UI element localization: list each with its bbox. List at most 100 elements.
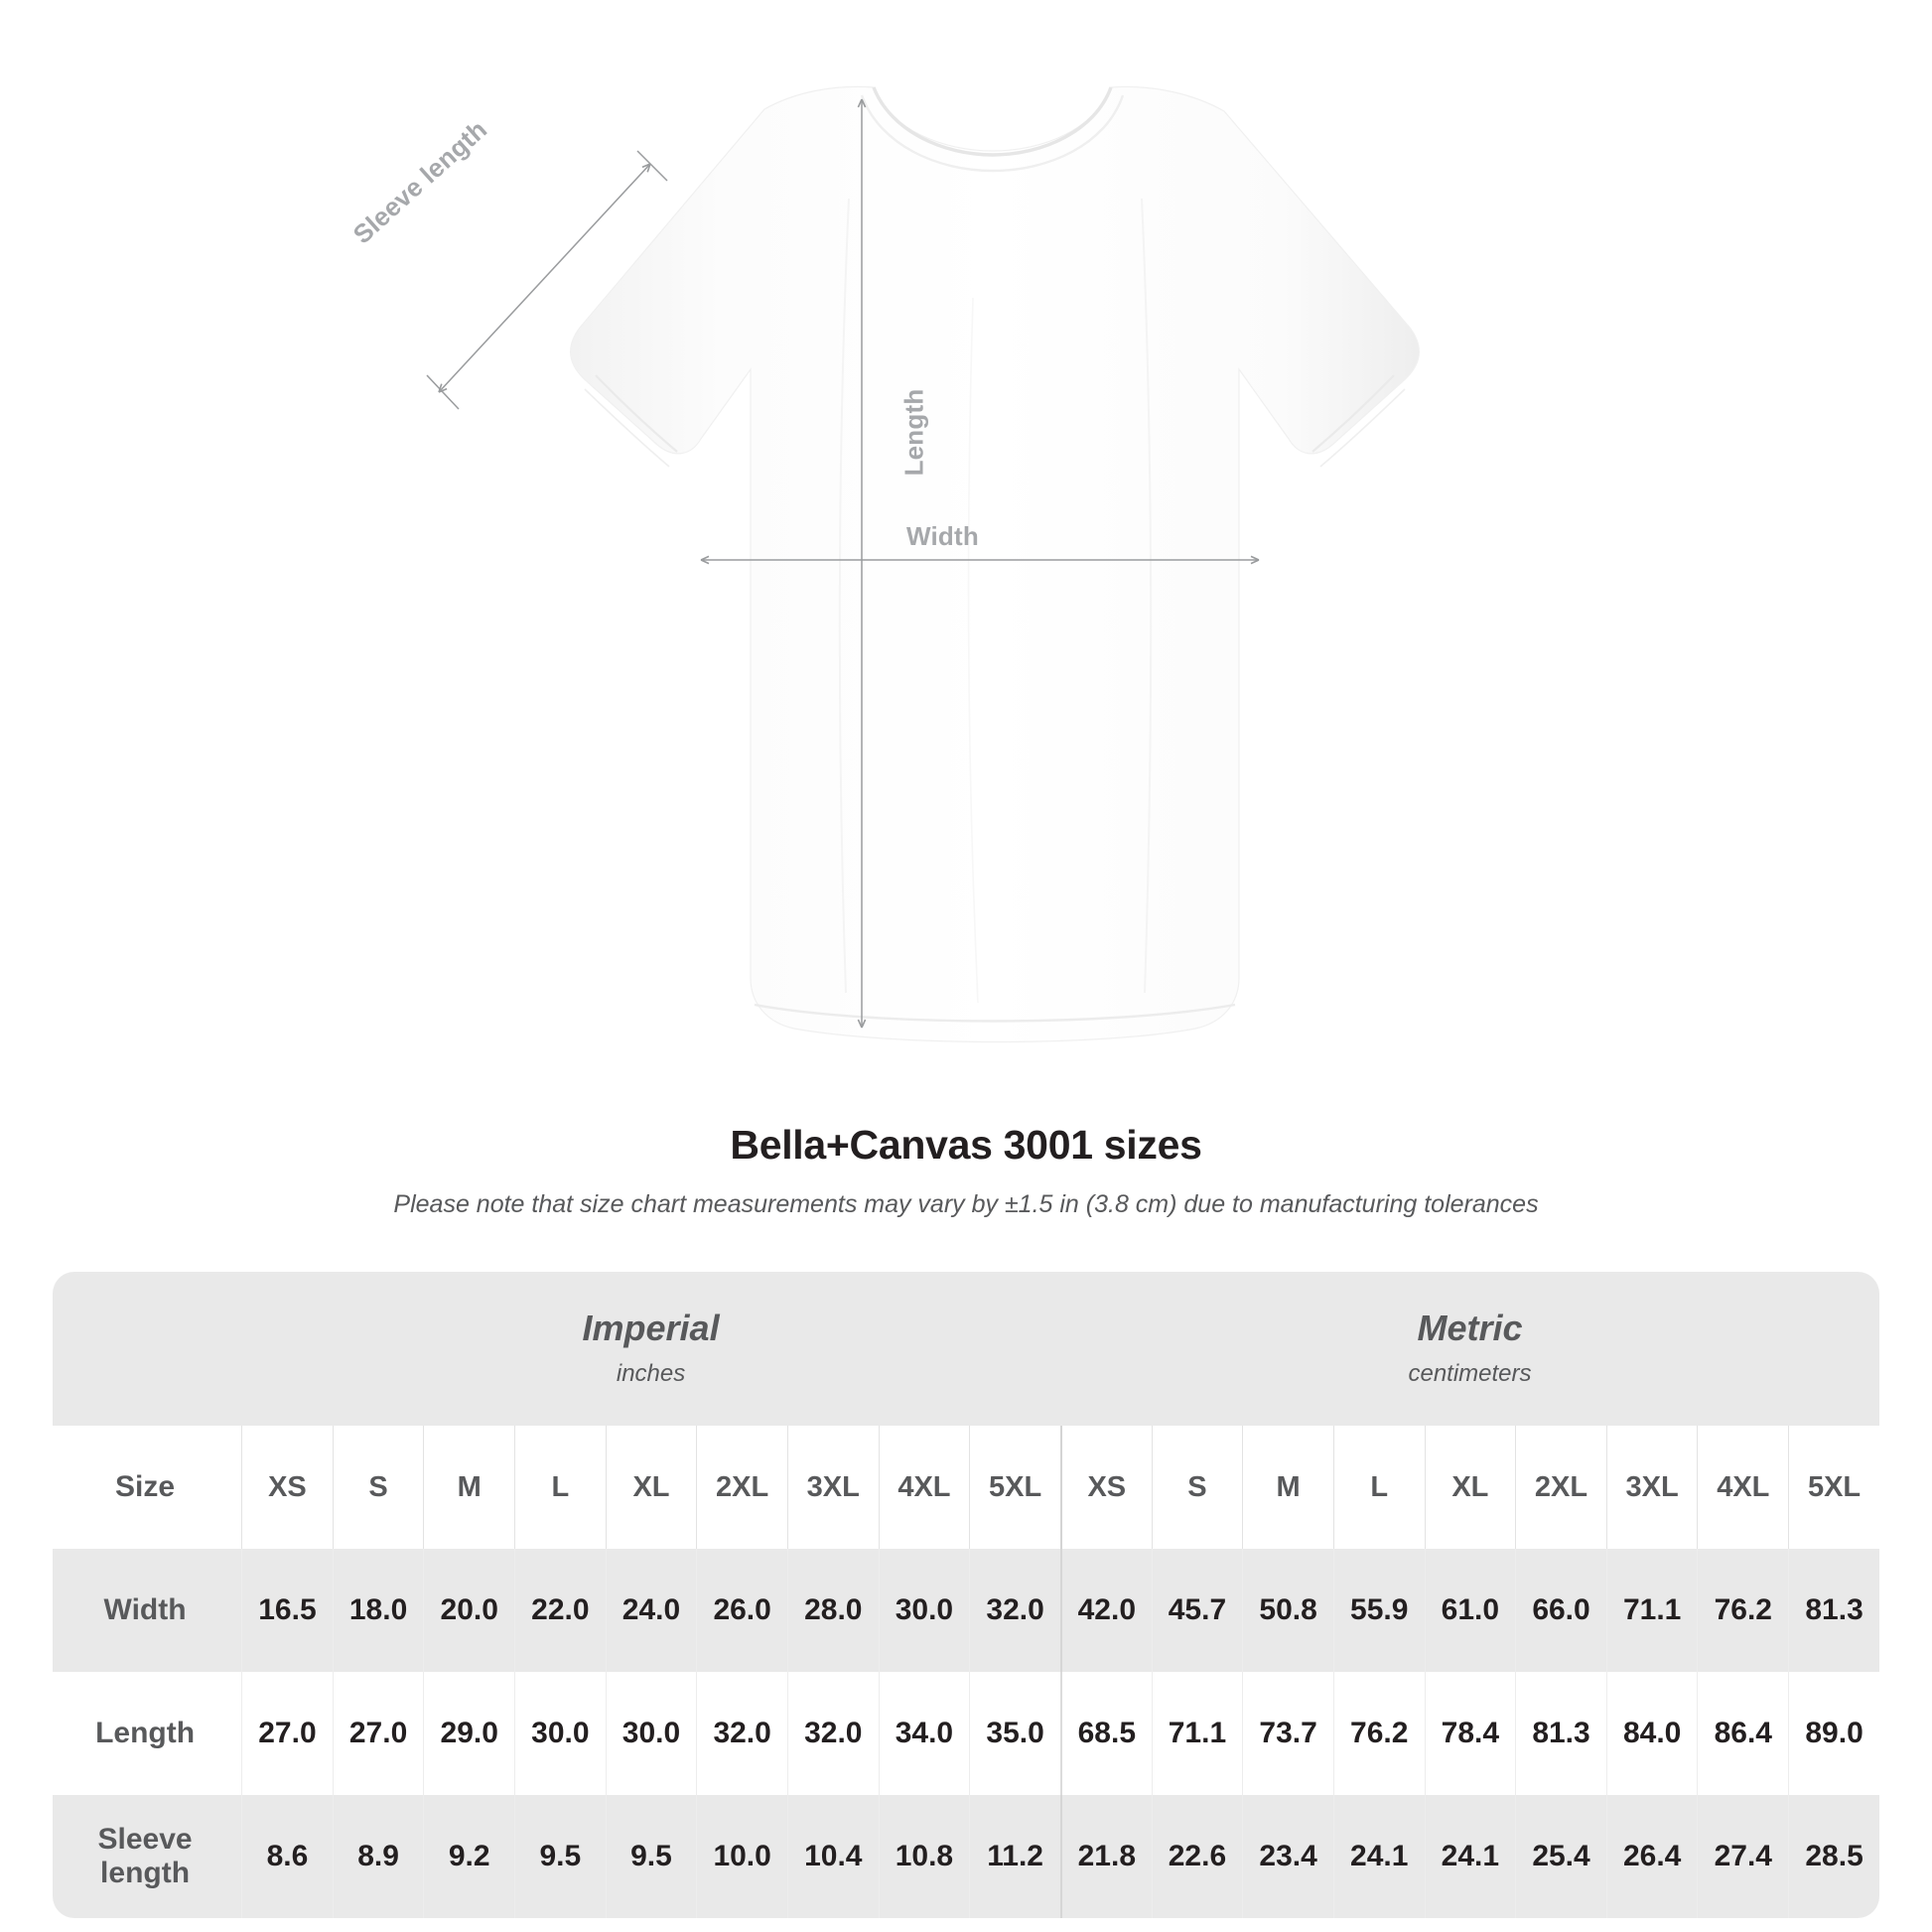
cell-length-imperial-xs: 27.0 [241, 1672, 333, 1795]
cell-width-imperial-xl: 24.0 [605, 1549, 697, 1672]
cell-length-metric-s: 71.1 [1151, 1672, 1243, 1795]
cell-sleeve-metric-5xl: 28.5 [1788, 1795, 1879, 1918]
size-header-imperial-4xl: 4XL [878, 1426, 970, 1549]
cell-sleeve-imperial-3xl: 10.4 [786, 1795, 879, 1918]
cell-width-imperial-l: 22.0 [514, 1549, 606, 1672]
cell-length-imperial-2xl: 32.0 [696, 1672, 787, 1795]
cell-sleeve-metric-xs: 21.8 [1059, 1795, 1152, 1918]
row-label-width: Width [53, 1549, 242, 1672]
cell-sleeve-imperial-xl: 9.5 [605, 1795, 697, 1918]
cell-sleeve-metric-xl: 24.1 [1424, 1795, 1516, 1918]
row-label-sleeve-length: Sleeve length [53, 1795, 242, 1918]
size-header-imperial-2xl: 2XL [696, 1426, 787, 1549]
unit-imperial-sub: inches [616, 1359, 686, 1387]
cell-width-metric-l: 55.9 [1332, 1549, 1425, 1672]
cell-length-metric-3xl: 84.0 [1605, 1672, 1698, 1795]
cell-sleeve-metric-l: 24.1 [1332, 1795, 1425, 1918]
size-header-metric-m: M [1242, 1426, 1333, 1549]
cell-sleeve-metric-s: 22.6 [1151, 1795, 1243, 1918]
size-header-metric-5xl: 5XL [1788, 1426, 1879, 1549]
width-dimension-label: Width [906, 521, 979, 551]
page-title: Bella+Canvas 3001 sizes [730, 1122, 1202, 1168]
cell-length-metric-4xl: 86.4 [1697, 1672, 1789, 1795]
garment-diagram: Sleeve length Length Width [347, 85, 1421, 1043]
cell-length-metric-l: 76.2 [1332, 1672, 1425, 1795]
size-header-imperial-xl: XL [605, 1426, 697, 1549]
cell-sleeve-metric-3xl: 26.4 [1605, 1795, 1698, 1918]
unit-banner-row: Imperial inches Metric centimeters [53, 1272, 1879, 1426]
cell-sleeve-imperial-5xl: 11.2 [969, 1795, 1060, 1918]
cell-width-imperial-2xl: 26.0 [696, 1549, 787, 1672]
size-header-metric-s: S [1151, 1426, 1243, 1549]
cell-length-metric-5xl: 89.0 [1788, 1672, 1879, 1795]
size-header-imperial-xs: XS [241, 1426, 333, 1549]
cell-length-imperial-l: 30.0 [514, 1672, 606, 1795]
size-table: Imperial inches Metric centimeters Size … [53, 1272, 1879, 1918]
cell-sleeve-metric-2xl: 25.4 [1515, 1795, 1606, 1918]
length-dimension-label: Length [898, 388, 929, 477]
size-header-metric-4xl: 4XL [1697, 1426, 1789, 1549]
size-header-metric-3xl: 3XL [1605, 1426, 1698, 1549]
sleeve-arrow [438, 163, 651, 393]
cell-sleeve-metric-m: 23.4 [1242, 1795, 1333, 1918]
cell-length-metric-xs: 68.5 [1059, 1672, 1152, 1795]
size-header-imperial-s: S [332, 1426, 424, 1549]
cell-width-metric-s: 45.7 [1151, 1549, 1243, 1672]
cell-sleeve-imperial-4xl: 10.8 [878, 1795, 970, 1918]
measurement-guides [426, 98, 1260, 1029]
tolerance-note: Please note that size chart measurements… [393, 1190, 1539, 1218]
size-header-metric-2xl: 2XL [1515, 1426, 1606, 1549]
cell-width-imperial-s: 18.0 [332, 1549, 424, 1672]
cell-width-metric-2xl: 66.0 [1515, 1549, 1606, 1672]
cell-width-metric-m: 50.8 [1242, 1549, 1333, 1672]
unit-metric-name: Metric [1417, 1307, 1523, 1348]
cell-sleeve-imperial-m: 9.2 [423, 1795, 515, 1918]
title-block: Bella+Canvas 3001 sizes Please note that… [0, 1122, 1932, 1219]
unit-metric-sub: centimeters [1408, 1359, 1532, 1387]
cell-length-metric-xl: 78.4 [1424, 1672, 1516, 1795]
table-row-length: Length 27.0 27.0 29.0 30.0 30.0 32.0 32.… [53, 1672, 1879, 1795]
unit-metric-cell: Metric centimeters [1059, 1272, 1879, 1426]
size-header-metric-l: L [1332, 1426, 1425, 1549]
cell-sleeve-imperial-2xl: 10.0 [696, 1795, 787, 1918]
size-header-imperial-l: L [514, 1426, 606, 1549]
cell-sleeve-metric-4xl: 27.4 [1697, 1795, 1789, 1918]
cell-length-imperial-m: 29.0 [423, 1672, 515, 1795]
cell-length-imperial-xl: 30.0 [605, 1672, 697, 1795]
unit-spacer-cell [53, 1272, 242, 1426]
cell-width-metric-5xl: 81.3 [1788, 1549, 1879, 1672]
size-header-metric-xl: XL [1424, 1426, 1516, 1549]
size-header-imperial-m: M [423, 1426, 515, 1549]
column-header-size: Size [53, 1426, 242, 1549]
cell-width-metric-3xl: 71.1 [1605, 1549, 1698, 1672]
table-row-width: Width 16.5 18.0 20.0 22.0 24.0 26.0 28.0… [53, 1549, 1879, 1672]
unit-imperial-name: Imperial [582, 1307, 720, 1348]
cell-width-imperial-3xl: 28.0 [786, 1549, 879, 1672]
cell-length-metric-m: 73.7 [1242, 1672, 1333, 1795]
cell-length-metric-2xl: 81.3 [1515, 1672, 1606, 1795]
size-header-imperial-3xl: 3XL [786, 1426, 879, 1549]
table-row-sleeve-length: Sleeve length 8.6 8.9 9.2 9.5 9.5 10.0 1… [53, 1795, 1879, 1918]
cell-width-imperial-m: 20.0 [423, 1549, 515, 1672]
cell-length-imperial-5xl: 35.0 [969, 1672, 1060, 1795]
unit-imperial-cell: Imperial inches [241, 1272, 1060, 1426]
cell-width-metric-4xl: 76.2 [1697, 1549, 1789, 1672]
size-table-container: Imperial inches Metric centimeters Size … [53, 1272, 1879, 1918]
cell-width-metric-xs: 42.0 [1059, 1549, 1152, 1672]
tshirt-illustration [426, 85, 1421, 1043]
cell-width-metric-xl: 61.0 [1424, 1549, 1516, 1672]
cell-width-imperial-xs: 16.5 [241, 1549, 333, 1672]
cell-width-imperial-4xl: 30.0 [878, 1549, 970, 1672]
size-header-metric-xs: XS [1059, 1426, 1152, 1549]
cell-sleeve-imperial-s: 8.9 [332, 1795, 424, 1918]
shirt-shape [569, 85, 1421, 1043]
row-label-length: Length [53, 1672, 242, 1795]
cell-length-imperial-4xl: 34.0 [878, 1672, 970, 1795]
cell-sleeve-imperial-xs: 8.6 [241, 1795, 333, 1918]
cell-width-imperial-5xl: 32.0 [969, 1549, 1060, 1672]
cell-sleeve-imperial-l: 9.5 [514, 1795, 606, 1918]
cell-length-imperial-3xl: 32.0 [786, 1672, 879, 1795]
size-header-row: Size XS S M L XL 2XL 3XL 4XL 5XL XS S M … [53, 1426, 1879, 1549]
size-header-imperial-5xl: 5XL [969, 1426, 1060, 1549]
